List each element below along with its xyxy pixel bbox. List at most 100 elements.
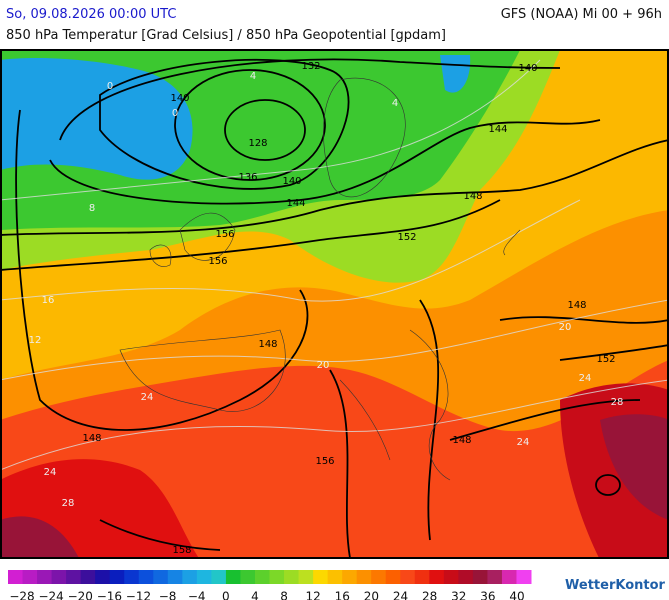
geopotential-label: 148	[452, 435, 471, 446]
legend-tick-label: −12	[126, 590, 151, 600]
legend-swatch	[458, 570, 474, 584]
legend-swatch	[95, 570, 111, 584]
temperature-label: 0	[172, 108, 178, 119]
legend-swatch	[472, 570, 488, 584]
temperature-label: 24	[517, 437, 530, 448]
legend-swatch	[240, 570, 256, 584]
legend-swatch	[66, 570, 82, 584]
temperature-label: 0	[107, 81, 113, 92]
legend-tick-label: −4	[188, 590, 206, 600]
legend-swatch	[124, 570, 140, 584]
legend-swatch	[22, 570, 38, 584]
legend-swatch	[138, 570, 154, 584]
legend-tick-label: −16	[97, 590, 122, 600]
coastlines	[119, 77, 521, 481]
legend-swatch	[356, 570, 372, 584]
temperature-label: 8	[89, 203, 95, 214]
temperature-label: 16	[42, 295, 55, 306]
temperature-label: 20	[317, 360, 330, 371]
geopotential-label: 144	[286, 198, 305, 209]
legend-swatch	[429, 570, 445, 584]
geopotential-label: 156	[208, 256, 227, 267]
legend-swatch	[167, 570, 183, 584]
legend-tick-label: 36	[480, 590, 495, 600]
legend-tick-label: −20	[68, 590, 93, 600]
geopotential-label: 140	[518, 63, 537, 74]
legend-tick-label: 24	[393, 590, 408, 600]
field-blue	[1, 58, 193, 180]
legend-swatch	[182, 570, 198, 584]
geopotential-contours	[1, 58, 668, 558]
geopotential-label: 156	[215, 229, 234, 240]
legend-tick-label: −8	[159, 590, 177, 600]
legend-swatch	[501, 570, 517, 584]
temperature-label: 4	[392, 98, 398, 109]
geopotential-label: 148	[567, 300, 586, 311]
legend-tick-label: 0	[222, 590, 230, 600]
legend-swatch	[327, 570, 343, 584]
valid-time: So, 09.08.2026 00:00 UTC	[6, 7, 176, 22]
temperature-label: 24	[44, 467, 57, 478]
geopotential-label: 132	[301, 61, 320, 72]
temperature-label: 4	[250, 71, 256, 82]
temperature-label: 24	[579, 373, 592, 384]
legend-swatch	[269, 570, 285, 584]
legend-swatch	[254, 570, 270, 584]
temperature-label: 28	[611, 397, 624, 408]
geopotential-label: 152	[397, 232, 416, 243]
geopotential-label: 152	[596, 354, 615, 365]
legend-swatch	[51, 570, 67, 584]
geopotential-label: 136	[238, 172, 257, 183]
geopotential-label: 148	[258, 339, 277, 350]
legend-swatch	[196, 570, 212, 584]
legend-swatch	[153, 570, 169, 584]
temperature-label: 24	[141, 392, 154, 403]
temperature-contours	[1, 59, 668, 471]
legend-tick-label: 20	[364, 590, 379, 600]
legend-swatch	[487, 570, 503, 584]
legend-tick-label: 16	[335, 590, 350, 600]
legend-swatch	[8, 570, 24, 584]
legend-tick-label: 4	[251, 590, 259, 600]
geopotential-label: 144	[488, 124, 507, 135]
map-frame	[0, 49, 669, 559]
legend-tick-label: 12	[306, 590, 321, 600]
legend-swatch	[298, 570, 314, 584]
legend-tick-label: 40	[509, 590, 524, 600]
map-title: 850 hPa Temperatur [Grad Celsius] / 850 …	[6, 28, 446, 43]
legend-swatch	[109, 570, 125, 584]
temperature-label: 12	[29, 335, 42, 346]
legend-tick-label: 28	[422, 590, 437, 600]
temperature-label: 28	[62, 498, 75, 509]
legend-swatch	[371, 570, 387, 584]
legend-swatch	[211, 570, 227, 584]
geopotential-label: 148	[463, 191, 482, 202]
temperature-label: 20	[559, 322, 572, 333]
geopotential-label: 140	[282, 176, 301, 187]
legend-tick-label: 8	[280, 590, 288, 600]
legend-swatch	[385, 570, 401, 584]
legend-swatch	[516, 570, 532, 584]
field-maroon	[1, 516, 79, 558]
geopotential-label: 148	[82, 433, 101, 444]
legend-swatch	[80, 570, 96, 584]
legend-swatch	[342, 570, 358, 584]
legend-swatch	[313, 570, 329, 584]
legend-swatch	[37, 570, 53, 584]
legend-swatch	[400, 570, 416, 584]
model-run: GFS (NOAA) Mi 00 + 96h	[501, 7, 662, 22]
geopotential-label: 128	[248, 138, 267, 149]
legend-tick-label: −24	[38, 590, 63, 600]
legend-swatch	[443, 570, 459, 584]
geopotential-label: 140	[170, 93, 189, 104]
legend-swatch	[284, 570, 300, 584]
logo: WetterKontor	[565, 578, 666, 593]
geopotential-label: 158	[172, 545, 191, 556]
legend-swatch	[414, 570, 430, 584]
legend-tick-label: 32	[451, 590, 466, 600]
legend-swatch	[225, 570, 241, 584]
legend-tick-label: −28	[9, 590, 34, 600]
